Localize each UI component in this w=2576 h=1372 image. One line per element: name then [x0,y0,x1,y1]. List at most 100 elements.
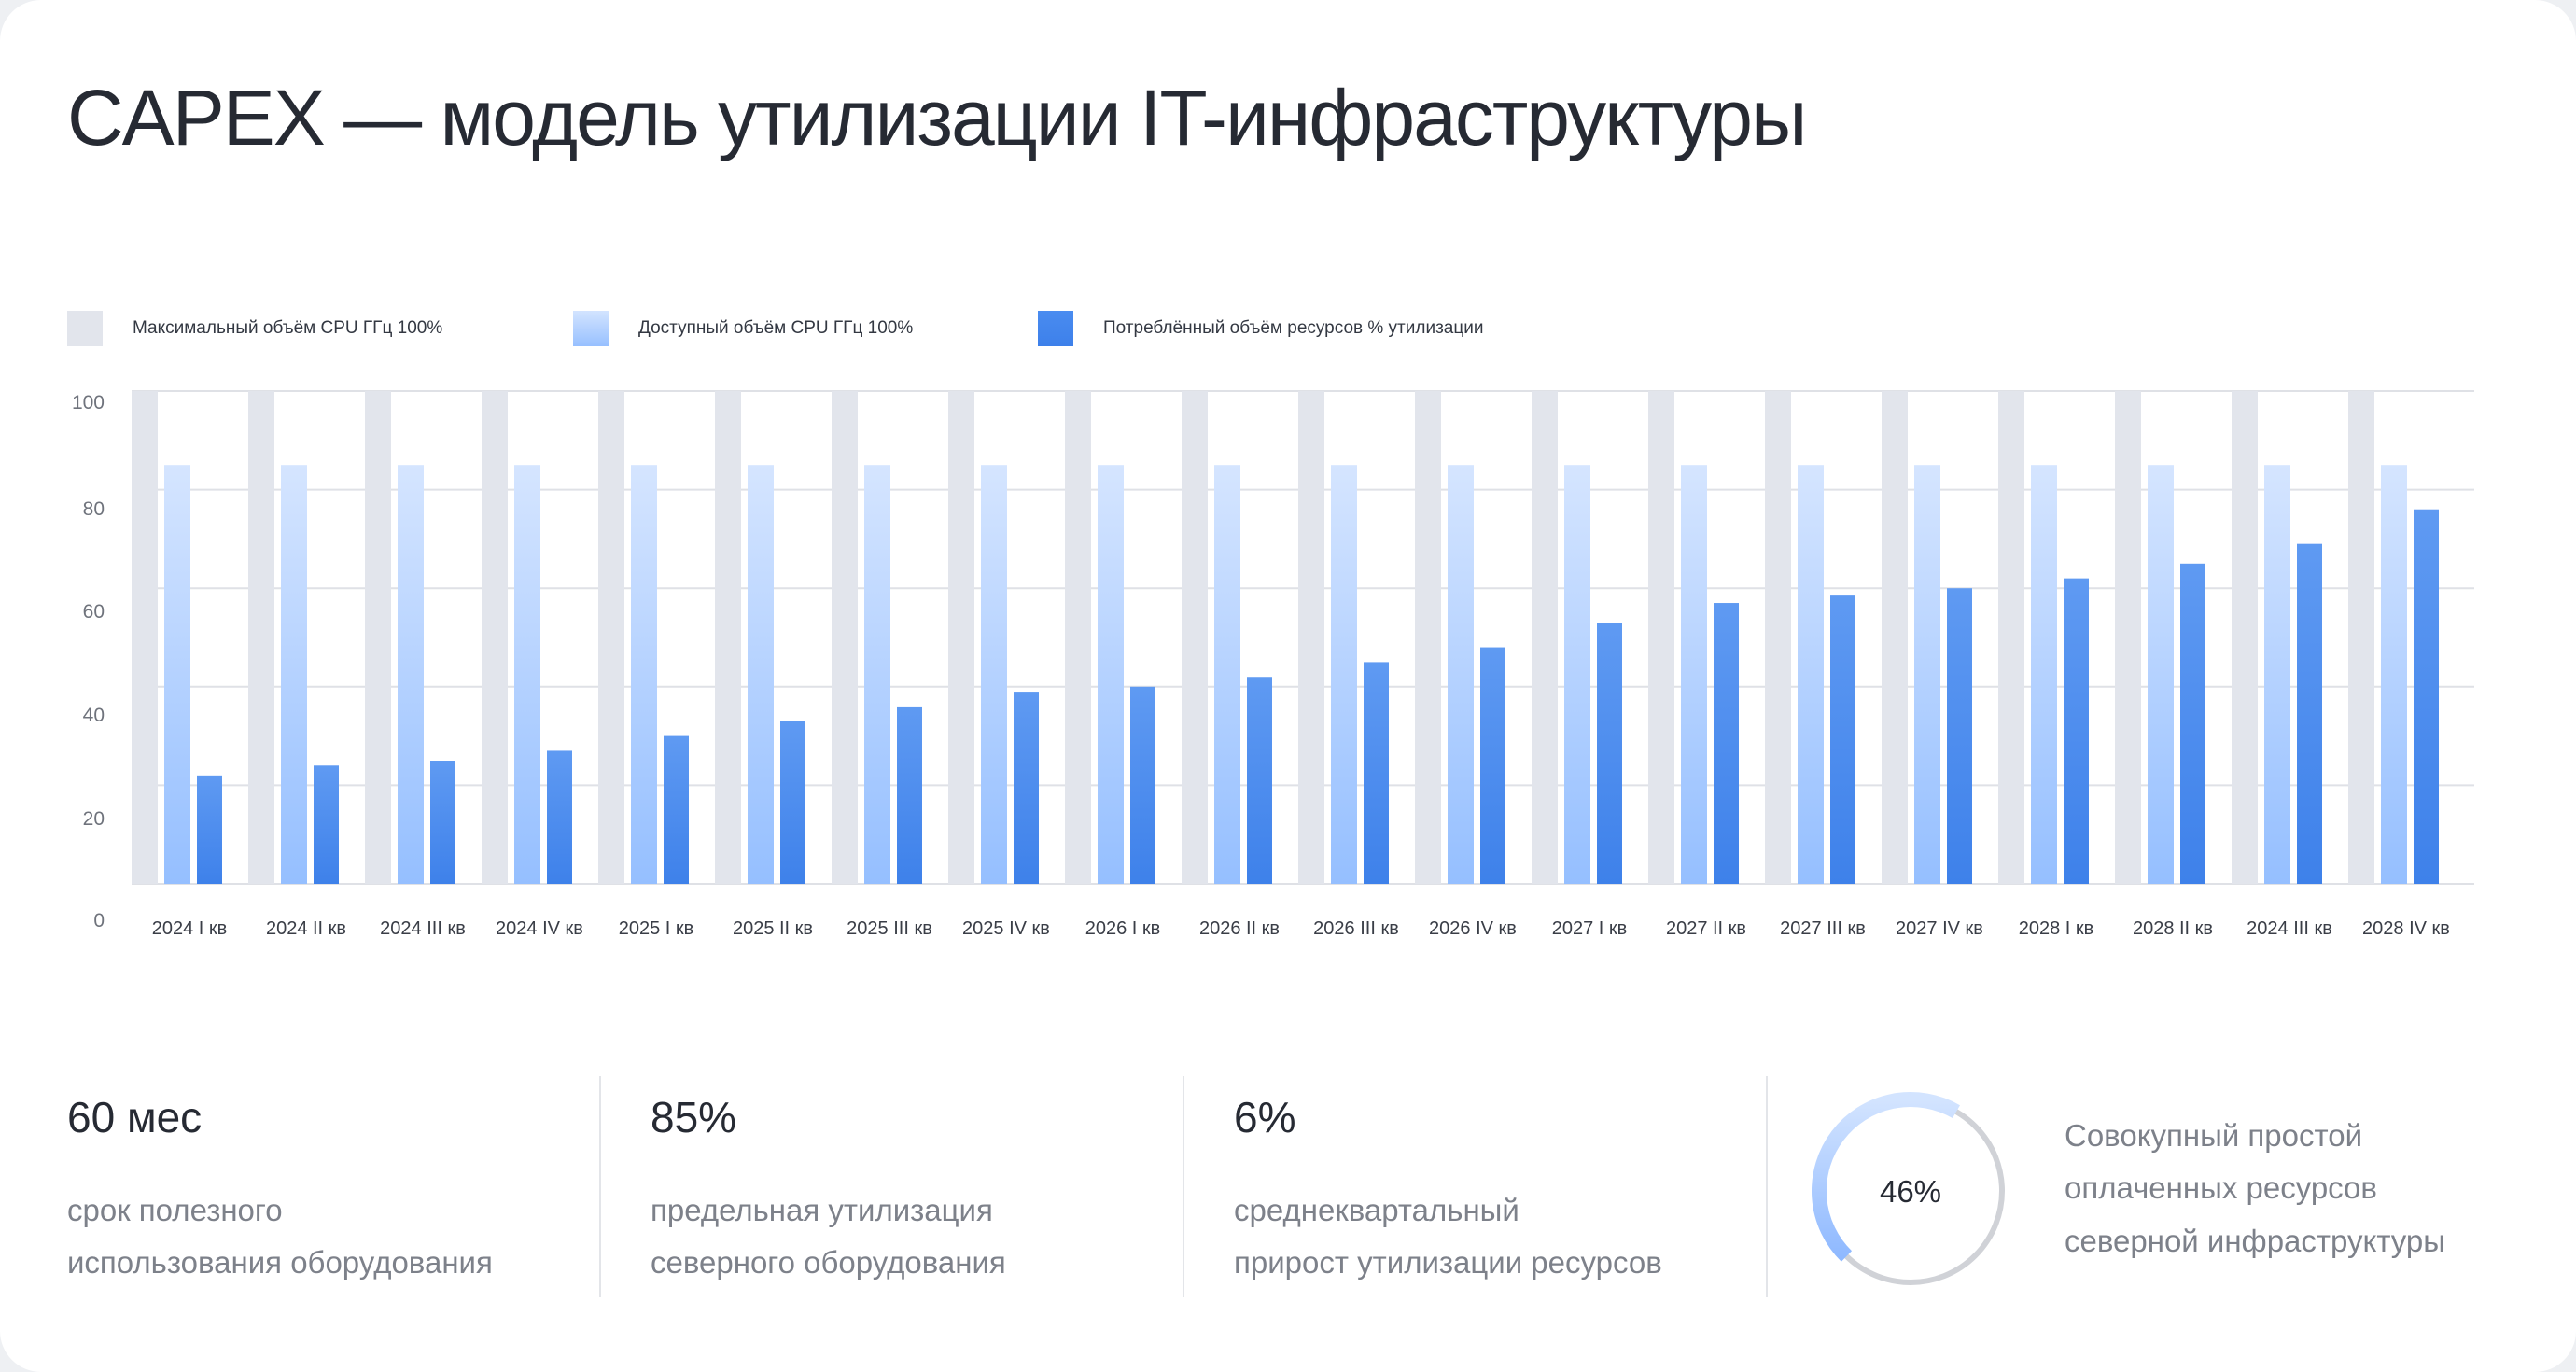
x-tick-label: 2025 I кв [619,918,694,939]
bar-max [482,391,508,884]
bar-available [748,465,774,884]
x-tick-label: 2027 III кв [1780,918,1866,939]
x-tick-label: 2025 IV кв [962,918,1050,939]
bar-max [1998,391,2024,884]
bar-max [132,391,158,884]
x-tick-label: 2024 I кв [152,918,228,939]
bar-consumed [1247,677,1272,884]
stat-description: предельная утилизация [651,1193,993,1227]
y-tick-label: 100 [72,392,105,413]
x-tick-label: 2026 III кв [1313,918,1399,939]
bar-consumed [1014,692,1039,884]
legend-label-available: Доступный объём CPU ГГц 100% [638,318,914,338]
bar-consumed [1480,647,1505,884]
bar-consumed [2064,578,2089,884]
bar-max [1298,391,1324,884]
legend-item-available: Доступный объём CPU ГГц 100% [573,311,913,346]
x-tick-label: 2024 III кв [380,918,466,939]
bar-available [2381,465,2407,884]
bar-consumed [1714,603,1739,884]
bar-available [1098,465,1124,884]
x-tick-label: 2028 IV кв [2362,918,2450,939]
bar-max [948,391,974,884]
bar-available [1564,465,1590,884]
bar-consumed [2414,509,2439,884]
page-title: CAPEX — модель утилизации IT-инфраструкт… [67,74,1807,161]
bar-max [1065,391,1091,884]
bar-max [1765,391,1791,884]
bar-available [1681,465,1707,884]
bar-available [1214,465,1240,884]
legend-swatch-consumed [1038,311,1073,346]
bar-available [981,465,1007,884]
bar-available [1914,465,1940,884]
stat-description: срок полезного [67,1193,283,1227]
legend-item-consumed: Потреблённый объём ресурсов % утилизации [1038,311,1483,346]
bar-max [1415,391,1441,884]
bar-consumed [664,735,689,884]
x-tick-label: 2028 II кв [2133,918,2213,939]
bar-available [514,465,540,884]
x-tick-label: 2024 IV кв [496,918,583,939]
bar-consumed [897,706,922,884]
x-tick-label: 2025 III кв [847,918,932,939]
x-tick-label: 2027 IV кв [1896,918,1983,939]
y-tick-label: 60 [83,601,105,623]
stat-description: северного оборудования [651,1245,1006,1280]
x-tick-label: 2026 II кв [1199,918,1280,939]
bar-available [631,465,657,884]
bar-chart: 100 80 60 40 20 0 2024 I кв 2024 II кв 2024 III … [72,390,2474,939]
bar-available [281,465,307,884]
bar-consumed [1947,588,1972,884]
stat-divider [1766,1076,1768,1297]
bar-max [365,391,391,884]
bar-available [2264,465,2290,884]
y-tick-label: 80 [83,498,105,520]
legend-item-max: Максимальный объём CPU ГГц 100% [67,311,442,346]
bar-consumed [314,765,339,884]
legend-swatch-available [573,311,609,346]
bar-max [1532,391,1558,884]
x-tick-label: 2025 II кв [733,918,813,939]
bar-available [2148,465,2174,884]
stat-divider [599,1076,601,1297]
legend-label-consumed: Потреблённый объём ресурсов % утилизации [1103,318,1484,338]
bar-max [2232,391,2258,884]
x-tick-label: 2024 III кв [2247,918,2332,939]
x-tick-label: 2027 II кв [1666,918,1746,939]
bar-consumed [2297,543,2322,884]
bar-consumed [430,761,455,884]
bar-max [1182,391,1208,884]
bar-consumed [1364,662,1389,884]
bar-consumed [780,721,805,884]
donut-description: оплаченных ресурсов [2065,1170,2377,1205]
x-tick-label: 2024 II кв [266,918,346,939]
donut-description: северной инфраструктуры [2065,1224,2446,1258]
bar-max [2115,391,2141,884]
bar-consumed [197,775,222,884]
stat-value: 6% [1234,1093,1296,1141]
stat-description: использования оборудования [67,1245,493,1280]
stat-value: 85% [651,1093,737,1141]
bar-available [398,465,424,884]
bar-max [1882,391,1908,884]
y-tick-label: 40 [83,705,105,726]
x-tick-label: 2027 I кв [1552,918,1628,939]
bar-available [164,465,190,884]
bar-consumed [547,750,572,884]
bar-consumed [1830,595,1855,884]
bar-max [832,391,858,884]
stat-divider [1183,1076,1184,1297]
bar-available [1448,465,1474,884]
y-tick-label: 20 [83,808,105,830]
bar-available [2031,465,2057,884]
legend-swatch-max [67,311,103,346]
x-tick-label: 2026 I кв [1085,918,1161,939]
bar-max [598,391,624,884]
stat-description: прирост утилизации ресурсов [1234,1245,1662,1280]
bar-available [1798,465,1824,884]
bar-max [248,391,274,884]
donut-description: Совокупный простой [2065,1118,2363,1153]
x-tick-label: 2026 IV кв [1429,918,1517,939]
bar-available [1331,465,1357,884]
